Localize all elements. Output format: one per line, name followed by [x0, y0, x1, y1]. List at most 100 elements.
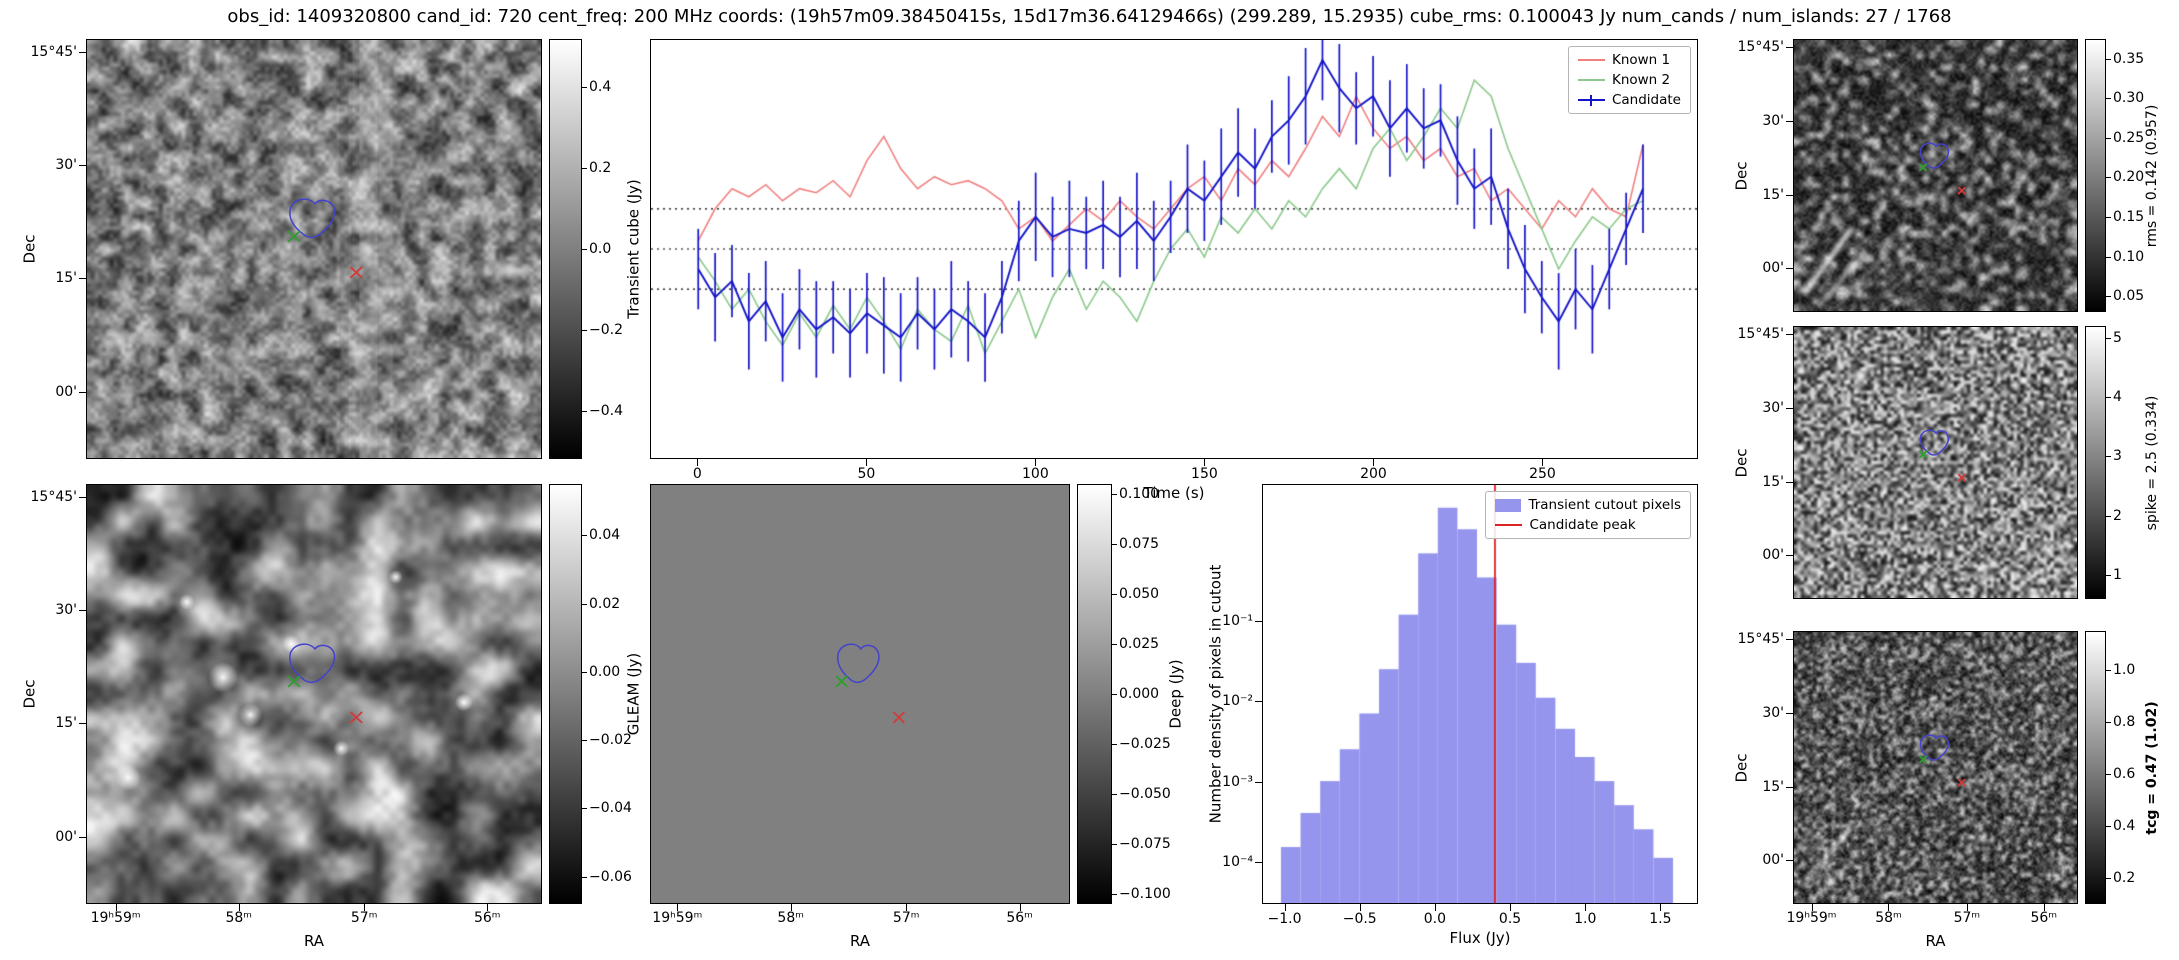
legend-entry-known1: Known 1: [1577, 52, 1681, 68]
colorbar-tick-label: 0.30: [2113, 90, 2145, 107]
tick-mark: [1434, 904, 1436, 911]
ra-tick-label: 19ʰ59ᵐ: [1786, 910, 1837, 926]
tick-mark: [1786, 639, 1793, 641]
colorbar-tick-label: 0.6: [2113, 766, 2136, 783]
tick-mark: [697, 459, 699, 466]
legend-label-known2: Known 2: [1611, 72, 1671, 88]
tick-mark: [582, 808, 587, 810]
dec-tick-label: 15°45': [30, 43, 77, 60]
ra-axis-label: RA: [303, 932, 325, 950]
tick-mark: [1112, 694, 1117, 695]
colorbar-tick-label: −0.050: [1119, 785, 1171, 802]
time-tick-label: 50: [857, 466, 876, 482]
tick-mark: [1255, 861, 1262, 863]
tick-mark: [1585, 904, 1587, 911]
tick-mark: [866, 459, 868, 466]
ra-tick-label: 56ᵐ: [2030, 910, 2058, 926]
colorbar-tick-label: −0.075: [1119, 835, 1171, 852]
tcg-map-panel: [1793, 631, 2078, 904]
tick-mark: [1786, 407, 1793, 409]
colorbar-tick-label: 3: [2113, 448, 2122, 465]
colorbar-tick-label: 0.04: [589, 527, 621, 544]
tick-mark: [1786, 481, 1793, 483]
tick-mark: [1112, 843, 1117, 845]
known2-line-swatch: [1577, 79, 1605, 81]
dec-tick-label: 30': [1762, 704, 1784, 721]
colorbar-tick-label: 0.35: [2113, 50, 2145, 67]
dec-axis-label: Dec: [20, 234, 39, 264]
tick-mark: [1359, 904, 1361, 911]
tick-mark: [1255, 701, 1262, 703]
ra-tick-label: 19ʰ59ᵐ: [90, 910, 141, 926]
dec-tick-label: 00': [1762, 260, 1784, 277]
tick-mark: [364, 904, 366, 911]
dec-axis-label: Dec: [1732, 752, 1751, 783]
colorbar-tick-label: −0.06: [589, 868, 632, 885]
tick-mark: [677, 904, 679, 911]
hist-y-tick-label: 10⁻³: [1222, 773, 1253, 790]
hist-y-axis-label: Number density of pixels in cutout: [1206, 564, 1225, 824]
dec-axis-label: Dec: [1732, 160, 1751, 191]
tick-mark: [2106, 516, 2111, 517]
histogram-patch-swatch: [1495, 498, 1522, 512]
dec-axis-label: Dec: [1732, 447, 1751, 478]
flux-tick-label: 1.5: [1649, 911, 1672, 927]
tick-mark: [1786, 120, 1793, 122]
ra-tick-label: 56ᵐ: [473, 910, 501, 926]
dec-tick-label: 15': [1762, 473, 1784, 490]
legend-entry-candidate: Candidate: [1577, 92, 1681, 108]
source-markers-overlay: [651, 485, 1069, 903]
colorbar-tick-label: 0.0: [589, 241, 612, 257]
dec-axis-label: Dec: [20, 679, 39, 709]
dec-tick-label: 30': [55, 157, 77, 173]
red-x-marker: [893, 712, 904, 723]
colorbar-tick-label: 0.10: [2113, 248, 2145, 265]
tick-mark: [2106, 878, 2111, 880]
colorbar-tick-label: 0.025: [1119, 636, 1160, 653]
candidate-contour: [838, 644, 879, 682]
dec-tick-label: 00': [1762, 852, 1784, 869]
flux-tick-label: −1.0: [1267, 911, 1302, 927]
legend-label-cutout-pixels: Transient cutout pixels: [1528, 497, 1681, 513]
rms-map-image: [1794, 40, 2077, 311]
spike-colorbar-label: spike = 2.5 (0.334): [2144, 395, 2160, 530]
colorbar-tick-label: 2: [2113, 508, 2122, 524]
tick-mark: [1112, 544, 1117, 546]
flux-tick-label: 1.0: [1574, 911, 1597, 927]
red-x-marker: [893, 712, 904, 723]
tick-mark: [2106, 58, 2111, 60]
dec-tick-label: 30': [1762, 112, 1784, 129]
legend-label-known1: Known 1: [1611, 52, 1671, 68]
tick-mark: [1255, 620, 1262, 622]
tick-mark: [2106, 137, 2111, 139]
legend-entry-candidate-peak: Candidate peak: [1495, 517, 1681, 533]
colorbar-tick-label: 0.15: [2113, 208, 2145, 225]
transient-colorbar: [549, 39, 582, 459]
dec-tick-label: 15': [55, 270, 77, 287]
pixel-histogram-panel: Transient cutout pixels Candidate peak: [1262, 484, 1698, 904]
deep-image-panel: [650, 484, 1070, 904]
tcg-colorbar: [2085, 631, 2106, 904]
colorbar-tick-label: 0.02: [589, 595, 621, 612]
tick-mark: [1112, 793, 1117, 795]
tick-mark: [2106, 216, 2111, 218]
tick-mark: [1786, 268, 1793, 270]
time-tick-label: 200: [1360, 466, 1387, 482]
ra-tick-label: 58ᵐ: [225, 910, 253, 926]
tcg-map-image: [1794, 632, 2077, 903]
spike-colorbar: [2085, 326, 2106, 599]
colorbar-tick-label: 1.0: [2113, 662, 2136, 679]
ra-tick-label: 56ᵐ: [1006, 910, 1033, 926]
tick-mark: [582, 740, 587, 742]
tick-mark: [2106, 670, 2111, 672]
candidate-peak-line-swatch: [1495, 524, 1523, 526]
legend-label-candidate-peak: Candidate peak: [1529, 517, 1636, 533]
tick-mark: [582, 329, 587, 331]
tcg-colorbar-label: tcg = 0.47 (1.02): [2144, 700, 2160, 835]
colorbar-tick-label: −0.04: [589, 800, 632, 817]
candidate-errorbar-swatch: [1577, 95, 1605, 106]
tick-mark: [1284, 904, 1286, 911]
transient-colorbar-label: Transient cube (Jy): [624, 179, 643, 319]
colorbar-tick-label: 4: [2113, 389, 2122, 406]
tick-mark: [582, 168, 587, 170]
